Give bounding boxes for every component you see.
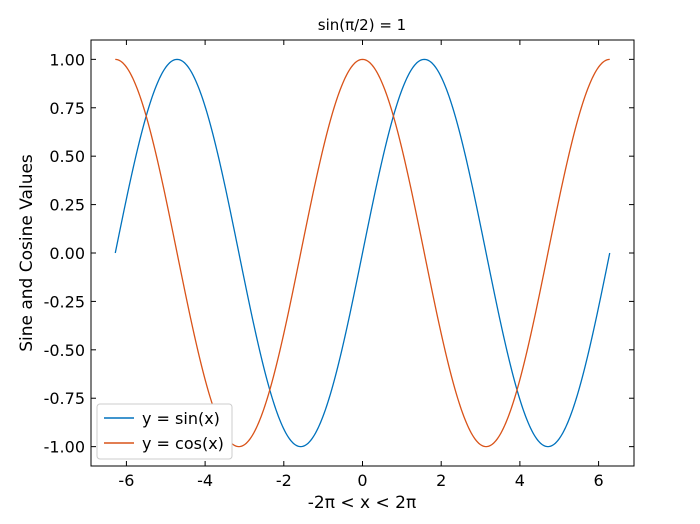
y-tick-label: -0.25: [44, 292, 85, 311]
y-tick-label: 0.25: [49, 196, 85, 215]
x-tick-label: 2: [436, 471, 446, 490]
x-tick-label: -6: [118, 471, 134, 490]
chart-title: sin(π/2) = 1: [318, 16, 406, 34]
y-axis-label: Sine and Cosine Values: [17, 154, 37, 352]
y-tick-label: -0.50: [44, 341, 85, 360]
y-tick-label: -0.75: [44, 389, 85, 408]
legend-label-sin: y = sin(x): [142, 409, 220, 428]
ticks-layer: -6 -4 -2 0 2 4 6 1.00 0.75 0.50 0.25 0.00 -0.25 -0.50…: [44, 40, 634, 490]
x-tick-label: 4: [515, 471, 525, 490]
series-layer: [114, 58, 611, 448]
legend-label-cos: y = cos(x): [142, 434, 224, 453]
y-tick-label: 0.50: [49, 147, 85, 166]
y-tick-label: 1.00: [49, 50, 85, 69]
x-tick-label: 0: [357, 471, 367, 490]
x-tick-label: -2: [276, 471, 292, 490]
y-tick-label: -1.00: [44, 438, 85, 457]
legend: y = sin(x) y = cos(x): [96, 403, 233, 460]
series-line-sin: [114, 58, 611, 448]
y-tick-label: 0.75: [49, 99, 85, 118]
x-tick-label: -4: [197, 471, 213, 490]
x-axis-label: -2π < x < 2π: [308, 493, 416, 513]
x-tick-label: 6: [593, 471, 603, 490]
y-tick-label: 0.00: [49, 244, 85, 263]
series-line-cos: [115, 58, 610, 448]
